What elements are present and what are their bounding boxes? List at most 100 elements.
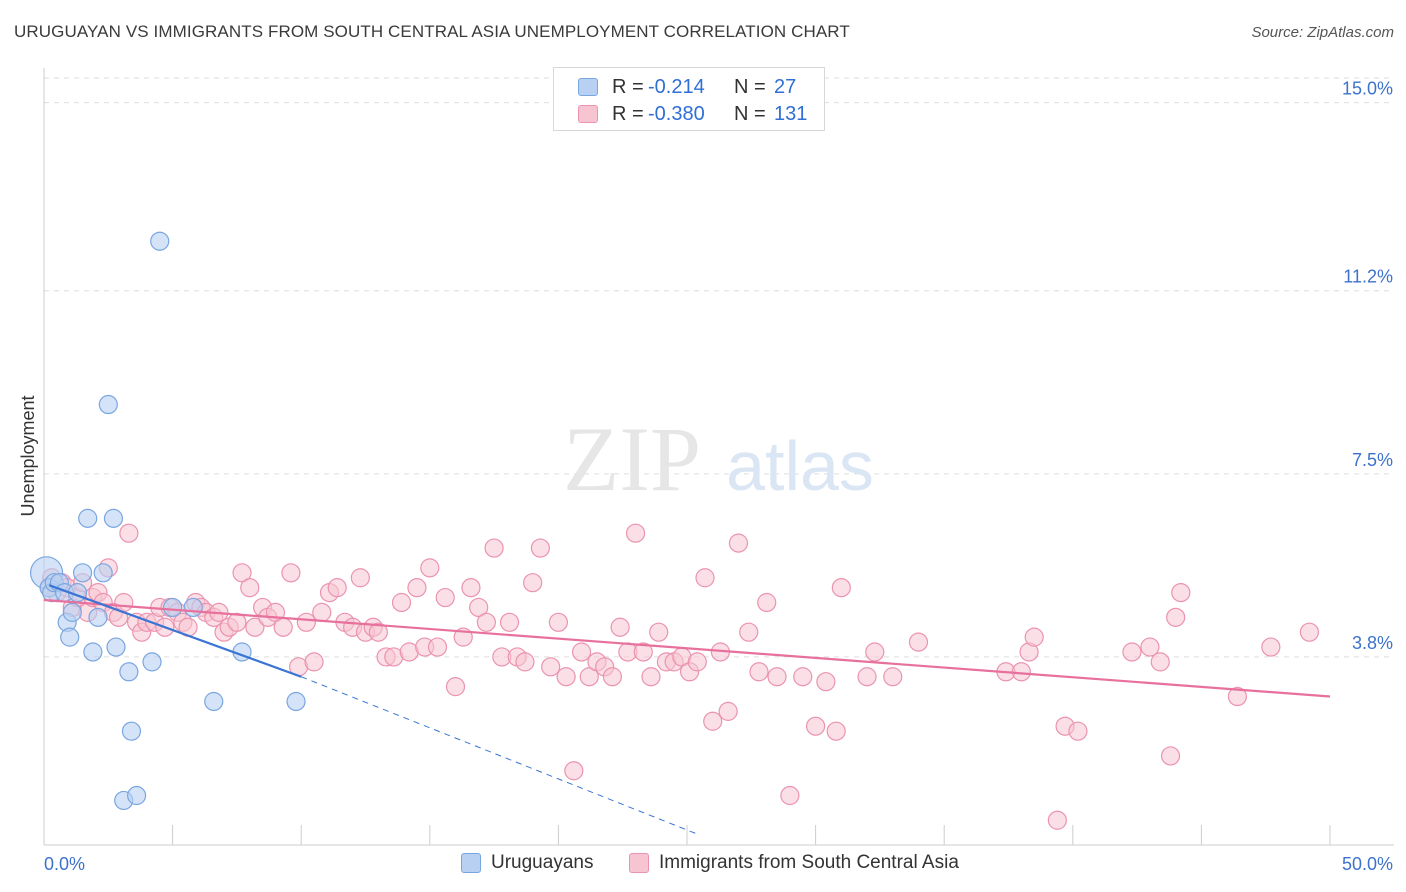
data-point-immigrants[interactable] [816, 672, 836, 692]
data-point-immigrants[interactable] [564, 761, 584, 781]
data-point-immigrants[interactable] [240, 578, 260, 598]
data-point-immigrants[interactable] [757, 592, 777, 613]
data-point-immigrants[interactable] [461, 578, 481, 598]
data-point-uruguayans[interactable] [204, 691, 224, 712]
data-point-immigrants[interactable] [445, 677, 466, 697]
data-point-immigrants[interactable] [1160, 746, 1181, 766]
data-point-immigrants[interactable] [119, 523, 139, 543]
data-point-immigrants[interactable] [391, 592, 412, 613]
legend-swatch-blue [578, 78, 598, 96]
data-point-immigrants[interactable] [865, 642, 885, 662]
data-point-immigrants[interactable] [883, 667, 903, 687]
y-tick-label: 7.5% [1352, 450, 1393, 470]
data-point-uruguayans[interactable] [78, 508, 98, 528]
data-point-immigrants[interactable] [908, 632, 929, 652]
data-point-immigrants[interactable] [476, 612, 496, 632]
trendline-immigrants [43, 598, 1331, 698]
data-point-uruguayans[interactable] [93, 563, 113, 583]
data-point-immigrants[interactable] [1024, 627, 1044, 647]
data-point-immigrants[interactable] [304, 652, 324, 672]
data-point-immigrants[interactable] [556, 667, 576, 687]
data-point-immigrants[interactable] [114, 592, 134, 613]
data-point-immigrants[interactable] [703, 711, 723, 731]
data-point-immigrants[interactable] [728, 533, 749, 553]
data-point-uruguayans[interactable] [60, 627, 80, 647]
data-point-immigrants[interactable] [718, 701, 738, 721]
data-point-immigrants[interactable] [793, 667, 813, 687]
data-point-immigrants[interactable] [687, 652, 707, 672]
data-point-immigrants[interactable] [296, 612, 316, 632]
data-point-immigrants[interactable] [571, 642, 592, 662]
trendline-uruguayans [48, 584, 302, 678]
data-point-uruguayans[interactable] [106, 637, 126, 657]
data-point-immigrants[interactable] [523, 573, 543, 593]
data-point-immigrants[interactable] [767, 667, 787, 687]
data-point-immigrants[interactable] [368, 622, 388, 642]
data-point-immigrants[interactable] [1122, 642, 1142, 662]
data-point-uruguayans[interactable] [126, 785, 147, 806]
data-point-immigrants[interactable] [227, 612, 247, 632]
data-point-immigrants[interactable] [484, 538, 504, 558]
data-point-immigrants[interactable] [633, 642, 653, 662]
data-point-immigrants[interactable] [469, 597, 489, 618]
data-point-uruguayans[interactable] [183, 597, 203, 618]
data-point-immigrants[interactable] [499, 612, 520, 632]
data-point-immigrants[interactable] [857, 667, 877, 687]
data-point-immigrants[interactable] [602, 667, 623, 687]
data-point-immigrants[interactable] [312, 602, 332, 622]
data-point-immigrants[interactable] [427, 637, 448, 657]
data-point-uruguayans[interactable] [72, 563, 93, 583]
data-point-immigrants[interactable] [1166, 607, 1186, 627]
data-point-immigrants[interactable] [435, 587, 455, 608]
data-point-uruguayans[interactable] [83, 642, 103, 662]
data-point-uruguayans[interactable] [119, 662, 139, 682]
legend-item-uruguayans[interactable]: Uruguayans [461, 852, 593, 874]
data-point-uruguayans[interactable] [163, 597, 183, 618]
data-point-immigrants[interactable] [739, 622, 759, 642]
legend-item-immigrants[interactable]: Immigrants from South Central Asia [629, 852, 959, 874]
data-point-immigrants[interactable] [1140, 637, 1160, 657]
data-point-immigrants[interactable] [1047, 810, 1067, 830]
data-point-immigrants[interactable] [805, 716, 826, 736]
data-point-uruguayans[interactable] [150, 231, 170, 251]
data-point-immigrants[interactable] [1150, 652, 1170, 672]
data-point-immigrants[interactable] [1171, 582, 1191, 603]
data-point-immigrants[interactable] [625, 523, 646, 543]
data-point-uruguayans[interactable] [88, 607, 108, 627]
data-point-uruguayans[interactable] [121, 721, 142, 741]
legend-r-label: R = [612, 102, 644, 125]
data-point-immigrants[interactable] [281, 563, 301, 583]
data-point-immigrants[interactable] [579, 667, 599, 687]
data-point-immigrants[interactable] [610, 617, 630, 637]
data-point-immigrants[interactable] [1068, 721, 1088, 741]
data-point-immigrants[interactable] [1261, 637, 1281, 657]
data-point-immigrants[interactable] [273, 617, 293, 637]
data-point-immigrants[interactable] [232, 563, 252, 583]
legend-row-uruguayans: R = -0.214 N = 27 [578, 75, 796, 99]
data-point-immigrants[interactable] [515, 652, 535, 672]
data-point-immigrants[interactable] [327, 578, 347, 598]
data-point-immigrants[interactable] [530, 538, 550, 558]
data-point-immigrants[interactable] [831, 578, 851, 598]
data-point-immigrants[interactable] [826, 721, 846, 741]
data-point-immigrants[interactable] [245, 617, 265, 637]
data-point-immigrants[interactable] [1227, 686, 1248, 707]
data-point-immigrants[interactable] [420, 558, 440, 578]
data-point-uruguayans[interactable] [142, 652, 162, 672]
data-point-immigrants[interactable] [1299, 622, 1320, 642]
data-point-immigrants[interactable] [749, 662, 769, 682]
data-point-immigrants[interactable] [1011, 662, 1031, 682]
data-point-uruguayans[interactable] [62, 602, 82, 622]
data-point-immigrants[interactable] [548, 612, 569, 632]
data-point-immigrants[interactable] [780, 785, 800, 806]
data-point-immigrants[interactable] [350, 568, 370, 588]
data-point-immigrants[interactable] [407, 578, 427, 598]
data-point-uruguayans[interactable] [98, 394, 118, 415]
data-point-immigrants[interactable] [541, 657, 561, 677]
data-point-uruguayans[interactable] [286, 691, 306, 712]
data-point-immigrants[interactable] [649, 622, 669, 642]
data-point-immigrants[interactable] [695, 568, 715, 588]
data-point-immigrants[interactable] [641, 667, 661, 687]
data-point-uruguayans[interactable] [103, 508, 124, 528]
